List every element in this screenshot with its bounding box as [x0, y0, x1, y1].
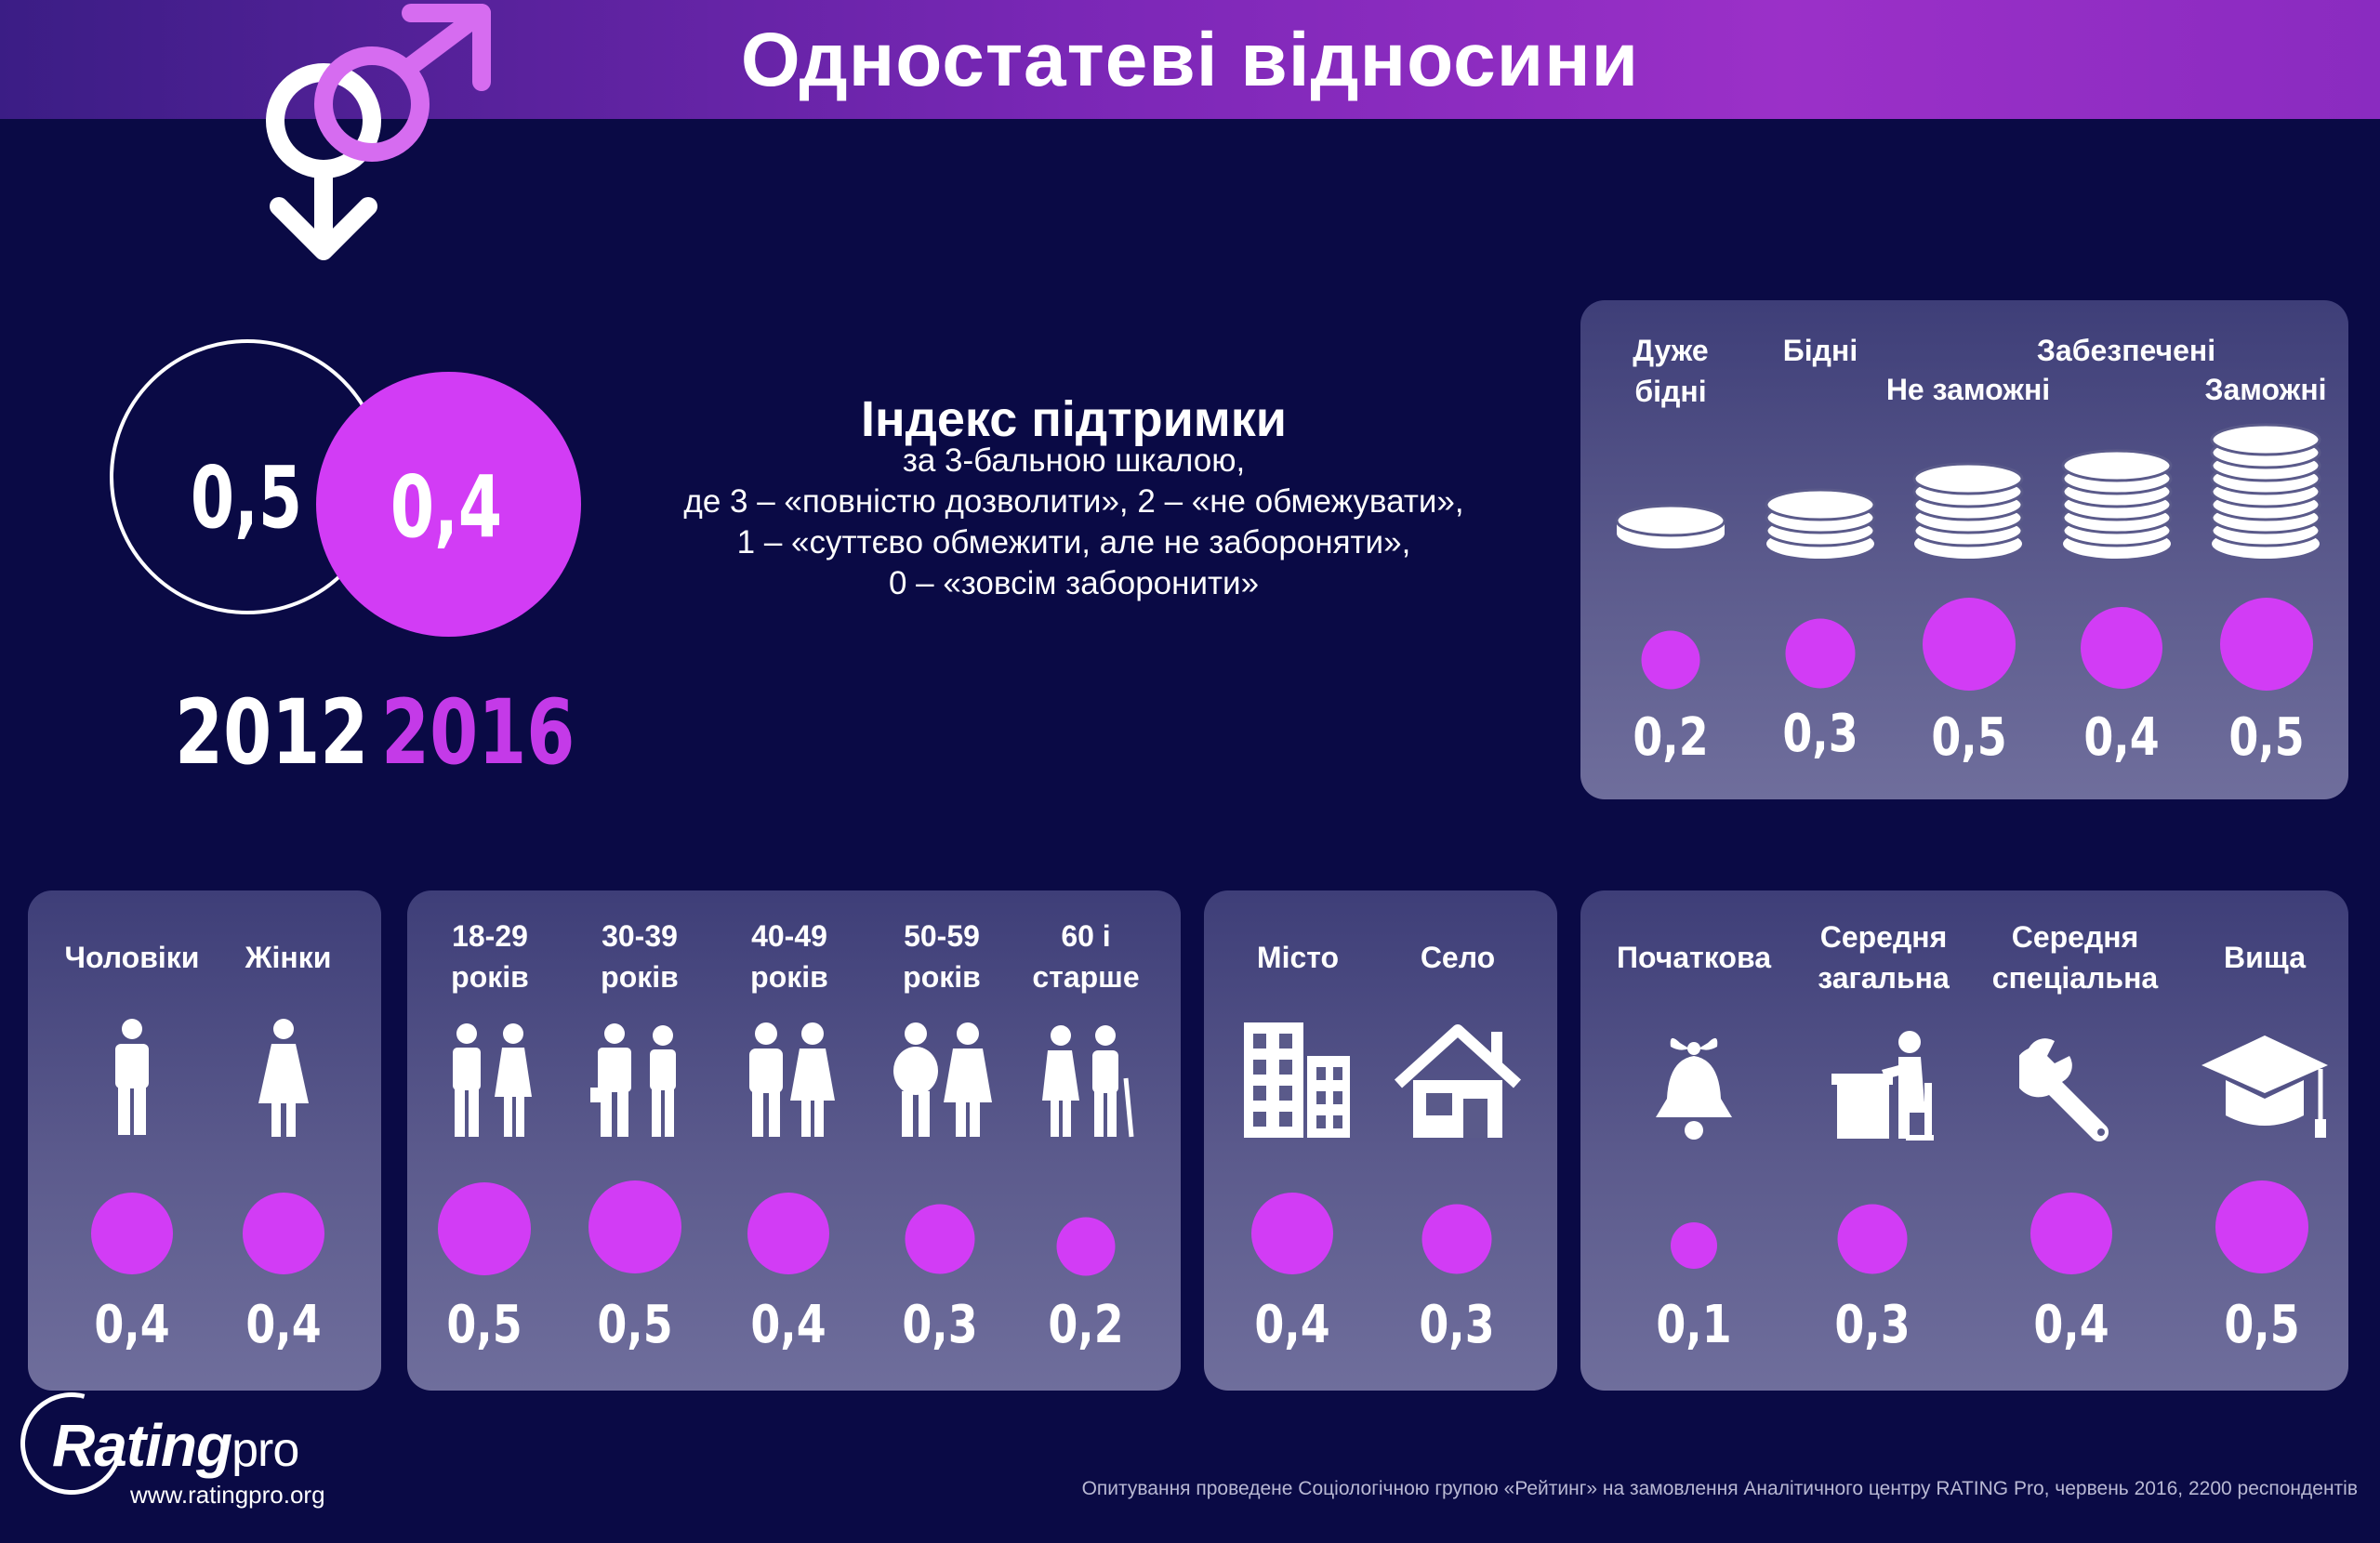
logo-brand-suffix: pro: [231, 1423, 299, 1477]
gender-label: Жінки: [245, 941, 332, 974]
value-bubble: [2081, 607, 2162, 689]
value-bubble: [747, 1193, 829, 1274]
education-label: Вища: [2224, 941, 2306, 974]
index-2012-value: 0,5: [190, 448, 303, 547]
index-scale-line: 0 – «зовсім заборонити»: [888, 565, 1260, 601]
age-value: 0,2: [1048, 1295, 1124, 1355]
age-label: 60 і старше: [1032, 919, 1140, 994]
coins-stack-icon: [1615, 504, 1726, 548]
school-bell-icon: [1656, 1037, 1732, 1140]
wealth-value: 0,2: [1633, 707, 1709, 768]
value-bubble: [905, 1204, 975, 1274]
value-bubble: [588, 1180, 681, 1273]
graduation-cap-icon: [2202, 1035, 2328, 1138]
education-panel: [1580, 890, 2348, 1391]
ratingpro-logo[interactable]: Ratingpro: [52, 1411, 299, 1480]
settlement-label: Село: [1420, 941, 1496, 974]
gender-symbols-icon: [266, 4, 491, 260]
year-2016-label: 2016: [381, 680, 575, 785]
value-bubble: [1923, 598, 2016, 691]
wealth-value: 0,5: [2228, 707, 2305, 768]
wealth-value: 0,4: [2083, 707, 2160, 768]
value-bubble: [2030, 1193, 2112, 1274]
page-title: Одностатеві відносини: [740, 18, 1640, 102]
year-2012-label: 2012: [175, 680, 369, 785]
value-bubble: [1421, 1204, 1492, 1274]
wealth-label: Дуже бідні: [1633, 334, 1709, 408]
wealth-value: 0,5: [1931, 707, 2007, 768]
value-bubble: [1671, 1222, 1717, 1269]
man-icon: [115, 1019, 149, 1135]
young-couple-icon: [453, 1023, 532, 1137]
gender-label: Чоловіки: [64, 941, 200, 974]
wealth-value: 0,3: [1782, 704, 1858, 764]
wrench-icon: [2019, 1038, 2109, 1141]
wealth-label: Не заможні: [1885, 373, 2051, 406]
wealth-label: Заможні: [2204, 373, 2327, 406]
gender-panel: [28, 890, 381, 1391]
index-2016-disc: [316, 372, 581, 637]
settlement-value: 0,3: [1419, 1295, 1495, 1355]
age-value: 0,4: [750, 1295, 826, 1355]
education-value: 0,5: [2224, 1295, 2300, 1355]
city-building-icon: [1244, 1022, 1350, 1138]
index-2016-value: 0,4: [390, 457, 503, 557]
education-value: 0,1: [1656, 1295, 1732, 1355]
age-value: 0,3: [902, 1295, 978, 1355]
house-icon: [1394, 1024, 1522, 1138]
gender-value: 0,4: [245, 1295, 322, 1355]
age-value: 0,5: [446, 1295, 522, 1355]
education-label: Середня загальна: [1818, 920, 1950, 995]
education-value: 0,3: [1834, 1295, 1911, 1355]
elderly-couple-icon: [1042, 1025, 1134, 1138]
index-scale-line: за 3-бальною шкалою,: [902, 442, 1246, 479]
wealth-label: Бідні: [1782, 334, 1858, 367]
survey-note: Опитування проведене Соціологічною групо…: [1081, 1478, 2358, 1499]
age-label: 30-39 років: [601, 919, 679, 994]
index-scale-line: 1 – «суттєво обмежити, але не забороняти…: [736, 524, 1411, 560]
value-bubble: [243, 1193, 324, 1274]
coins-stack-icon: [2210, 423, 2321, 559]
settlement-panel: [1204, 890, 1557, 1391]
value-bubble: [1251, 1193, 1333, 1274]
value-bubble: [1785, 618, 1856, 689]
settlement-value: 0,4: [1254, 1295, 1330, 1355]
coins-stack-icon: [1912, 462, 2024, 559]
age-label: 40-49 років: [750, 919, 828, 994]
woman-icon: [258, 1019, 309, 1137]
settlement-label: Місто: [1256, 941, 1340, 974]
value-bubble: [91, 1193, 173, 1274]
value-bubble: [1641, 630, 1700, 690]
business-couple-icon: [590, 1023, 676, 1137]
age-label: 18-29 років: [451, 919, 529, 994]
coins-stack-icon: [1765, 488, 1876, 559]
age-value: 0,5: [597, 1295, 673, 1355]
education-label: Середня спеціальна: [1991, 920, 2159, 995]
student-desk-icon: [1831, 1031, 1934, 1141]
logo-brand: Rating: [52, 1412, 232, 1479]
value-bubble: [1056, 1217, 1116, 1276]
age-label: 50-59 років: [903, 919, 981, 994]
wealth-label: Забезпечені: [2036, 334, 2216, 367]
value-bubble: [2215, 1180, 2308, 1273]
mature-couple-icon: [893, 1022, 992, 1137]
gender-value: 0,4: [94, 1295, 170, 1355]
age-panel: [407, 890, 1181, 1391]
coins-stack-icon: [2061, 449, 2173, 559]
adult-couple-icon: [749, 1022, 835, 1137]
website-link[interactable]: www.ratingpro.org: [130, 1481, 325, 1509]
value-bubble: [1837, 1204, 1908, 1274]
value-bubble: [438, 1182, 531, 1275]
value-bubble: [2220, 598, 2313, 691]
education-label: Початкова: [1617, 941, 1771, 974]
index-title: Індекс підтримки: [861, 391, 1287, 447]
index-scale-line: де 3 – «повністю дозволити», 2 – «не обм…: [683, 483, 1464, 520]
education-value: 0,4: [2033, 1295, 2109, 1355]
